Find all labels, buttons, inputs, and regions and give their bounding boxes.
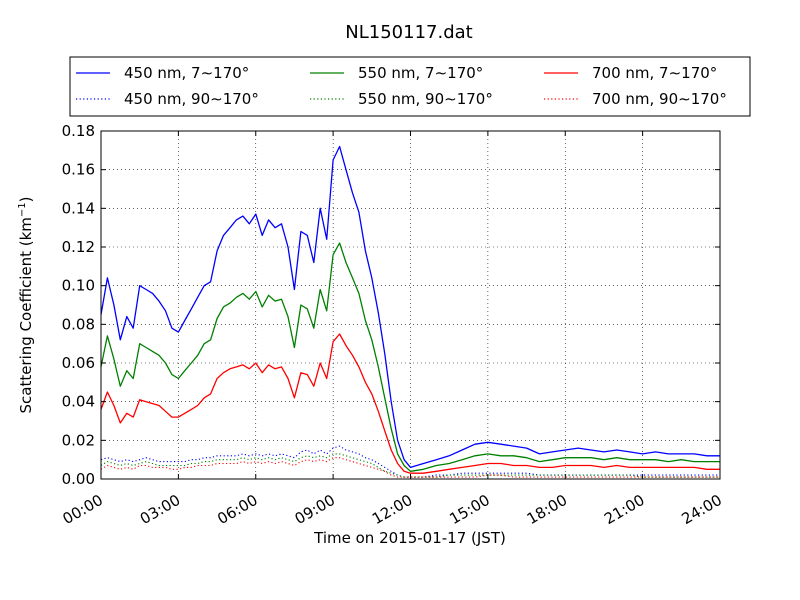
- series-line-1: [100, 242, 720, 472]
- x-tick-label: 09:00: [292, 491, 338, 528]
- chart-title: NL150117.dat: [345, 22, 472, 43]
- series-line-2: [100, 333, 720, 474]
- series-line-3: [100, 445, 720, 478]
- x-tick-label: 15:00: [446, 491, 492, 528]
- y-tick-label: 0.14: [62, 199, 95, 217]
- y-axis: 0.00 0.02 0.04 0.06 0.08 0.10 0.12 0.14 0.16 0.18: [62, 122, 720, 488]
- y-axis-label-suffix: ): [17, 196, 35, 202]
- legend-label: 550 nm, 90∼170°: [358, 90, 493, 108]
- y-tick-label: 0.16: [62, 161, 95, 179]
- y-axis-label-superscript: −1: [17, 202, 28, 217]
- legend-items: 450 nm, 7∼170° 550 nm, 7∼170° 700 nm, 7∼17…: [76, 64, 727, 108]
- x-tick-label: 06:00: [214, 491, 260, 528]
- legend-label: 700 nm, 90∼170°: [592, 90, 727, 108]
- y-tick-label: 0.10: [62, 277, 95, 295]
- legend-label: 700 nm, 7∼170°: [592, 64, 717, 82]
- x-tick-label: 24:00: [679, 491, 725, 528]
- x-axis-label: Time on 2015-01-17 (JST): [313, 529, 506, 547]
- y-tick-label: 0.02: [62, 431, 95, 449]
- y-tick-label: 0.04: [62, 393, 95, 411]
- x-tick-label: 00:00: [60, 491, 106, 528]
- legend-label: 450 nm, 7∼170°: [124, 64, 249, 82]
- x-tick-label: 03:00: [137, 491, 183, 528]
- y-tick-label: 0.12: [62, 238, 95, 256]
- y-axis-label-text: Scattering Coefficient (km: [17, 217, 35, 413]
- y-tick-label: 0.00: [62, 470, 95, 488]
- x-axis: 00:00 03:00 06:00 09:00 12:00 15:00 18:00 21:00…: [60, 131, 725, 528]
- legend: 450 nm, 7∼170° 550 nm, 7∼170° 700 nm, 7∼17…: [69, 56, 751, 117]
- x-tick-label: 18:00: [524, 491, 570, 528]
- x-tick-label: 21:00: [601, 491, 647, 528]
- y-tick-label: 0.08: [62, 315, 95, 333]
- x-tick-label: 12:00: [369, 491, 415, 528]
- legend-label: 550 nm, 7∼170°: [358, 64, 483, 82]
- legend-label: 450 nm, 90∼170°: [124, 90, 259, 108]
- y-tick-label: 0.06: [62, 354, 95, 372]
- series-line-0: [100, 145, 720, 469]
- y-tick-label: 0.18: [62, 122, 95, 140]
- y-axis-label: Scattering Coefficient (km−1): [17, 196, 35, 413]
- legend-frame: [69, 56, 751, 117]
